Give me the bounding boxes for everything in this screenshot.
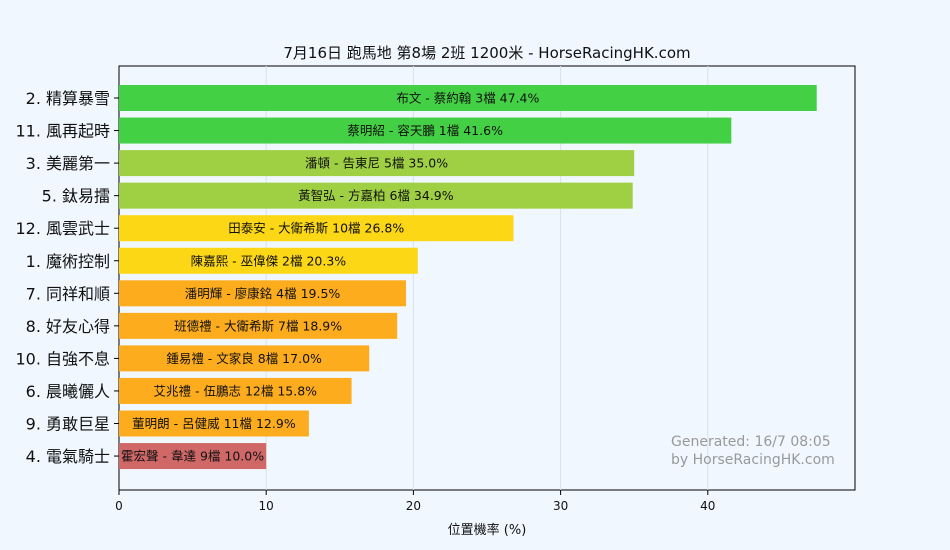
x-tick-label: 0: [115, 499, 123, 513]
category-label: 4. 電氣騎士: [26, 447, 110, 466]
chart-title: 7月16日 跑馬地 第8場 2班 1200米 - HorseRacingHK.c…: [283, 44, 690, 62]
bars: 布文 - 蔡約翰 3檔 47.4% 蔡明紹 - 容天鵬 1檔 41.6% 潘頓 - …: [119, 85, 817, 470]
category-label: 6. 晨曦儷人: [26, 382, 110, 401]
bar-label: 陳嘉熙 - 巫偉傑 2檔 20.3%: [191, 253, 347, 268]
bar-label: 蔡明紹 - 容天鵬 1檔 41.6%: [347, 123, 503, 138]
x-axis-title: 位置機率 (%): [448, 522, 527, 538]
bar: [119, 247, 418, 274]
category-label: 7. 同祥和順: [26, 284, 110, 303]
x-tick-label: 20: [406, 499, 421, 513]
bar: [119, 345, 370, 372]
category-label: 5. 鈦易擂: [42, 187, 110, 206]
bar-label: 田泰安 - 大衛希斯 10檔 26.8%: [228, 221, 404, 236]
category-label: 8. 好友心得: [26, 317, 110, 336]
x-tick-label: 30: [553, 499, 568, 513]
bar: [119, 150, 635, 177]
x-tick-label: 40: [700, 499, 715, 513]
bar-label: 班德禮 - 大衛希斯 7檔 18.9%: [174, 318, 342, 333]
bar: [119, 312, 398, 339]
bar-label: 布文 - 蔡約翰 3檔 47.4%: [396, 91, 539, 106]
bar-label: 艾兆禮 - 伍鵬志 12檔 15.8%: [154, 383, 318, 398]
category-label: 9. 勇敢巨星: [26, 415, 110, 434]
category-label: 10. 自強不息: [15, 349, 110, 368]
bar: [119, 280, 407, 307]
watermark-line-1: Generated: 16/7 08:05: [671, 434, 831, 450]
category-label: 2. 精算暴雪: [26, 89, 110, 108]
bar: [119, 117, 732, 144]
x-axis: 0 10 20 30 40: [115, 490, 715, 513]
bar: [119, 85, 817, 111]
bar: [119, 410, 309, 437]
bar: [119, 215, 514, 242]
bar-label: 霍宏聲 - 韋達 9檔 10.0%: [121, 449, 264, 464]
category-label: 1. 魔術控制: [26, 252, 110, 271]
x-tick-label: 10: [259, 499, 274, 513]
category-label: 12. 風雲武士: [15, 219, 110, 238]
bar: [119, 377, 352, 404]
category-label: 3. 美麗第一: [26, 154, 110, 173]
category-label: 11. 風再起時: [15, 122, 110, 141]
watermark-line-2: by HorseRacingHK.com: [671, 452, 835, 468]
bar-label: 潘明輝 - 廖康銘 4檔 19.5%: [185, 286, 341, 301]
bar: [119, 443, 267, 470]
bar-label: 黃智弘 - 方嘉柏 6檔 34.9%: [298, 188, 454, 203]
y-axis: 2. 精算暴雪 11. 風再起時 3. 美麗第一 5. 鈦易擂 12. 風雲武士 1. 魔…: [15, 89, 119, 466]
bar: [119, 182, 633, 209]
bar-label: 董明朗 - 呂健威 11檔 12.9%: [132, 416, 296, 431]
bar-label: 鍾易禮 - 文家良 8檔 17.0%: [166, 351, 322, 366]
bar-label: 潘頓 - 告東尼 5檔 35.0%: [305, 156, 448, 171]
